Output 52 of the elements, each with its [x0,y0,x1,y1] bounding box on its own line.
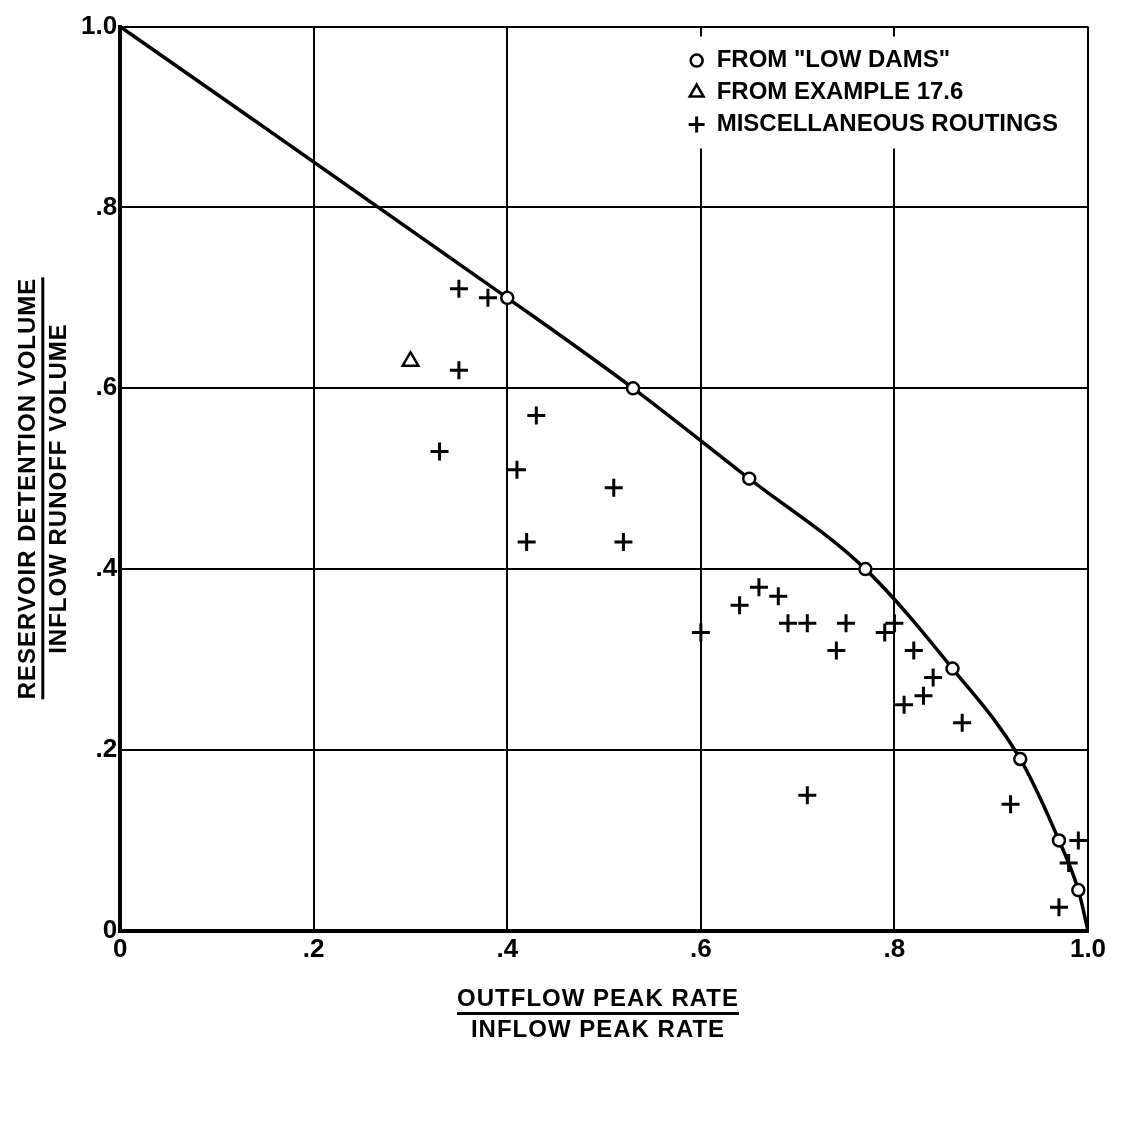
y-tick-label: .2 [95,733,118,764]
point [603,477,625,499]
x-tick-label: .8 [883,932,906,963]
y-tick-label: .8 [95,190,118,221]
point [506,459,528,481]
point [1067,829,1088,851]
x-tick-label: .2 [302,932,325,963]
point [748,576,770,598]
point [903,640,925,661]
point [874,621,896,643]
point [690,621,712,643]
point [893,694,915,716]
y-tick-label: .4 [95,552,118,583]
y-tick-label: .6 [95,371,118,402]
point [1051,833,1067,848]
point [729,594,751,616]
point [1048,896,1070,918]
point [742,471,757,486]
point [912,685,934,707]
point [835,612,857,634]
legend-label: FROM EXAMPLE 17.6 [716,77,964,105]
point [883,612,905,634]
point [1071,882,1086,898]
point [777,612,799,634]
point [516,531,538,553]
point [1000,793,1022,815]
y-axis-title: RESERVOIR DETENTION VOLUME INFLOW RUNOFF VOLUME [13,277,73,699]
point [448,359,470,381]
point [448,278,470,300]
point [796,612,818,634]
point [500,290,515,306]
point [525,404,547,426]
x-tick-label: .6 [690,932,712,963]
point [825,640,847,661]
legend-label: MISCELLANEOUS ROUTINGS [716,109,1058,137]
point [945,661,960,676]
point [1013,751,1028,767]
point [1058,852,1080,874]
point [951,712,973,734]
x-tick-label: 1.0 [1069,932,1107,963]
x-tick-label: .4 [496,932,519,963]
point [612,531,634,553]
point [922,667,944,689]
x-axis-title: OUTFLOW PEAK RATE INFLOW PEAK RATE [457,984,739,1043]
point [625,381,641,396]
legend-label: FROM "LOW DAMS" [716,45,951,73]
point [429,441,451,463]
point [477,287,499,309]
point [858,561,873,577]
y-tick-label: 1.0 [80,9,118,40]
point [767,585,789,607]
point [796,784,818,806]
